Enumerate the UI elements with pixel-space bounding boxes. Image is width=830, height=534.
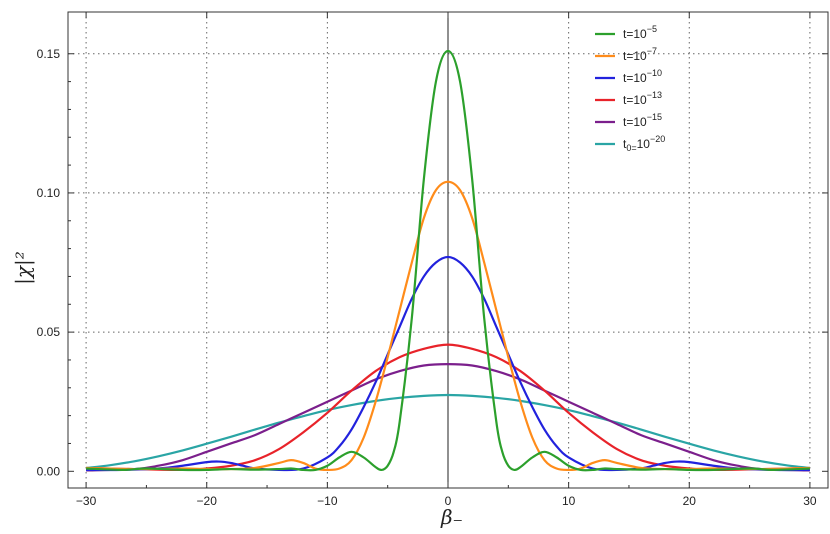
x-tick-label: 30 [803,494,817,508]
legend-label: t=10−10 [623,68,662,85]
legend-item: t=10−15 [595,112,662,129]
legend-label: t=10−5 [623,24,657,41]
legend-item: t=10−13 [595,90,662,107]
series-lines [85,49,811,472]
y-tick-label: 0.05 [37,325,61,339]
series-line [86,49,810,472]
axis-ticks: −30 −20 −10 0 10 20 30 0.00 0.05 0.10 0.15 [37,12,828,508]
series-line [86,180,810,472]
x-tick-label: −10 [317,494,338,508]
legend-item: t=10−10 [595,68,662,85]
legend-label: t=10−7 [623,46,657,63]
x-tick-label: 20 [683,494,697,508]
legend: t=10−5 t=10−7 t=10−10 t=10−13 t=10−15 t0=10−2… [595,24,665,153]
x-tick-label: −30 [76,494,97,508]
legend-label: t0=10−20 [623,134,665,153]
legend-item: t0=10−20 [595,134,665,153]
y-tick-label: 0.00 [37,464,61,478]
y-axis-label: |χ|² [11,251,36,285]
legend-item: t=10−5 [595,24,657,41]
plot-frame [67,11,829,489]
y-tick-label: 0.15 [37,47,61,61]
series-line [85,393,811,470]
x-tick-label: 10 [562,494,576,508]
legend-item: t=10−7 [595,46,657,63]
legend-label: t=10−13 [623,90,662,107]
series-line [86,255,810,472]
x-tick-label: 0 [445,494,452,508]
series-line [86,363,810,472]
legend-label: t=10−15 [623,112,662,129]
x-axis-label: β₋ [440,505,463,529]
x-tick-label: −20 [197,494,218,508]
y-tick-label: 0.10 [37,186,61,200]
